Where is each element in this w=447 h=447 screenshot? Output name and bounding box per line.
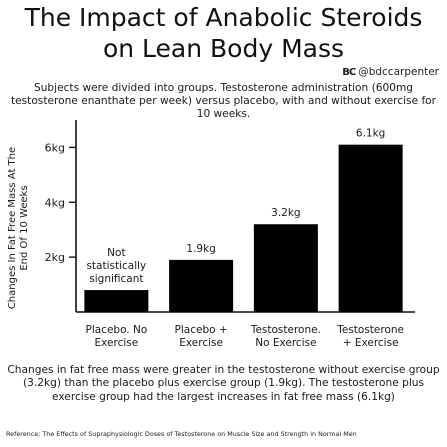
bar — [84, 290, 149, 312]
data-label: 6.1kg — [356, 128, 385, 140]
data-label: 3.2kg — [271, 207, 300, 219]
y-tick-label: 6kg — [45, 141, 65, 154]
bar — [169, 259, 234, 312]
x-tick-label: Testosterone + Exercise — [336, 324, 404, 349]
x-tick-label: Testosterone. No Exercise — [250, 324, 321, 349]
bar — [253, 224, 318, 312]
title-line-2: on Lean Body Mass — [102, 34, 345, 63]
data-label: Not statistically significant — [86, 247, 146, 285]
chart-title: The Impact of Anabolic Steroids on Lean … — [0, 2, 447, 64]
x-tick-label: Placebo. No Exercise — [85, 324, 147, 349]
data-label: 1.9kg — [186, 243, 215, 255]
y-tick-label: 4kg — [45, 196, 65, 209]
reference-text: Reference; The Effects of Supraphysiolog… — [6, 430, 357, 438]
y-tick-label: 2kg — [45, 251, 65, 264]
bar — [338, 144, 403, 312]
intro-text: Subjects were divided into groups. Testo… — [10, 82, 437, 120]
handle-text: @bdccarpenter — [358, 66, 439, 78]
x-tick-label: Placebo + Exercise — [175, 324, 228, 349]
author-handle: BC @bdccarpenter — [342, 66, 439, 78]
conclusion-text: Changes in fat free mass were greater in… — [7, 364, 440, 403]
title-line-1: The Impact of Anabolic Steroids — [24, 3, 423, 32]
bc-logo-icon: BC — [342, 66, 356, 78]
